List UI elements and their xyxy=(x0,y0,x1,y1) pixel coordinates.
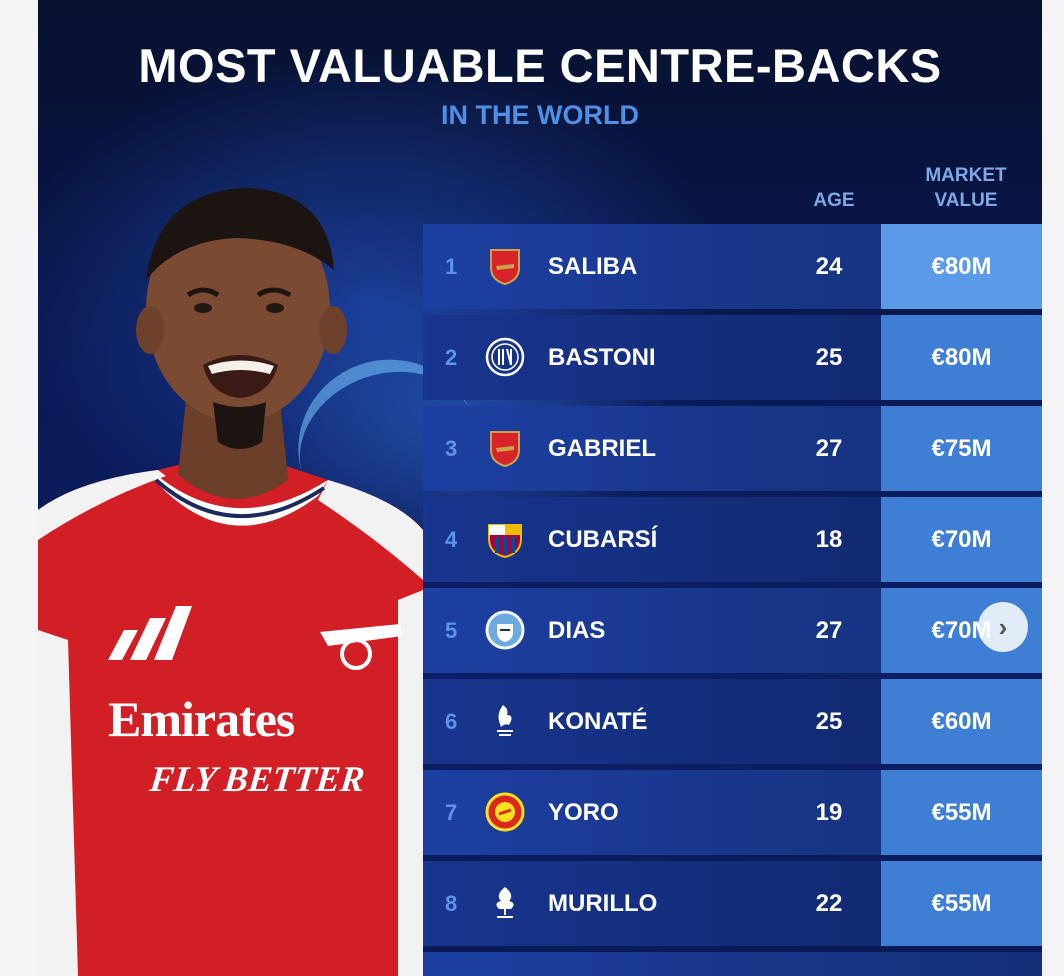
player-name: MURILLO xyxy=(548,890,658,917)
arsenal-crest-icon xyxy=(490,249,520,286)
table-row-partial xyxy=(423,952,1042,976)
table-row: 6 KONATÉ 25 €60M xyxy=(423,679,1042,764)
shirt-sponsor: Emirates xyxy=(108,691,295,747)
player-name: DIAS xyxy=(548,617,606,644)
table-row: 5 DIAS 27 €70M xyxy=(423,588,1042,673)
table-row: 4 CUBARSÍ 18 €70M xyxy=(423,497,1042,582)
table-row: 7 YORO 19 €55M xyxy=(423,770,1042,855)
column-header-market-value-line2: VALUE xyxy=(934,190,998,211)
column-header-market-value-line1: MARKET xyxy=(925,165,1007,186)
arsenal-crest-icon xyxy=(490,431,520,468)
table-row: 3 GABRIEL 27 €75M xyxy=(423,406,1042,491)
player-age: 27 xyxy=(815,617,843,644)
table-row: 8 MURILLO 22 €55M xyxy=(423,861,1042,946)
player-name: YORO xyxy=(548,799,619,826)
rank-number: 7 xyxy=(445,800,458,825)
column-header-age: AGE xyxy=(813,190,855,211)
rank-number: 2 xyxy=(445,345,458,370)
player-name: GABRIEL xyxy=(548,435,656,462)
table-row: 2 BASTONI 25 €80M xyxy=(423,315,1042,400)
infographic-card: MOST VALUABLE CENTRE-BACKS IN THE WORLD … xyxy=(38,0,1042,976)
market-value: €80M xyxy=(881,224,1042,309)
player-illustration xyxy=(38,188,423,976)
player-age: 25 xyxy=(815,344,843,371)
chevron-right-icon: › xyxy=(998,611,1008,642)
ranking-table: 1 SALIBA 24 €80M 2 BASTONI 25 €80M 3 xyxy=(423,224,1042,976)
player-age: 18 xyxy=(815,526,843,553)
rank-number: 3 xyxy=(445,436,458,461)
player-name: KONATÉ xyxy=(548,708,648,735)
market-value: €55M xyxy=(881,861,1042,946)
player-name: CUBARSÍ xyxy=(548,526,658,553)
nottingham-forest-crest-icon xyxy=(496,887,514,918)
man-city-crest-icon xyxy=(485,610,525,650)
rank-number: 8 xyxy=(445,891,458,916)
player-age: 27 xyxy=(815,435,843,462)
player-age: 22 xyxy=(815,890,843,917)
player-name: BASTONI xyxy=(548,344,656,371)
man-united-crest-icon xyxy=(485,792,525,832)
market-value: €70M xyxy=(881,497,1042,582)
player-age: 19 xyxy=(815,799,843,826)
player-name: SALIBA xyxy=(548,253,638,280)
player-age: 24 xyxy=(815,253,843,280)
page-subtitle: IN THE WORLD xyxy=(441,100,639,130)
market-value: €80M xyxy=(881,315,1042,400)
market-value: €75M xyxy=(881,406,1042,491)
rank-number: 4 xyxy=(445,527,458,552)
next-slide-button[interactable]: › xyxy=(978,602,1028,652)
barcelona-crest-icon xyxy=(488,524,522,559)
market-value: €55M xyxy=(881,770,1042,855)
table-row: 1 SALIBA 24 €80M xyxy=(423,224,1042,309)
market-value: €60M xyxy=(881,679,1042,764)
player-age: 25 xyxy=(815,708,843,735)
inter-crest-icon xyxy=(485,337,525,377)
page-title: MOST VALUABLE CENTRE-BACKS xyxy=(138,39,942,92)
rank-number: 6 xyxy=(445,709,458,734)
rank-number: 5 xyxy=(445,618,458,643)
shirt-slogan: FLY BETTER xyxy=(147,759,367,799)
player-photo: Emirates FLY BETTER xyxy=(38,180,503,976)
liverpool-crest-icon xyxy=(497,705,513,736)
rank-number: 1 xyxy=(445,254,458,279)
column-header-market-value: MARKET VALUE xyxy=(908,163,1024,213)
